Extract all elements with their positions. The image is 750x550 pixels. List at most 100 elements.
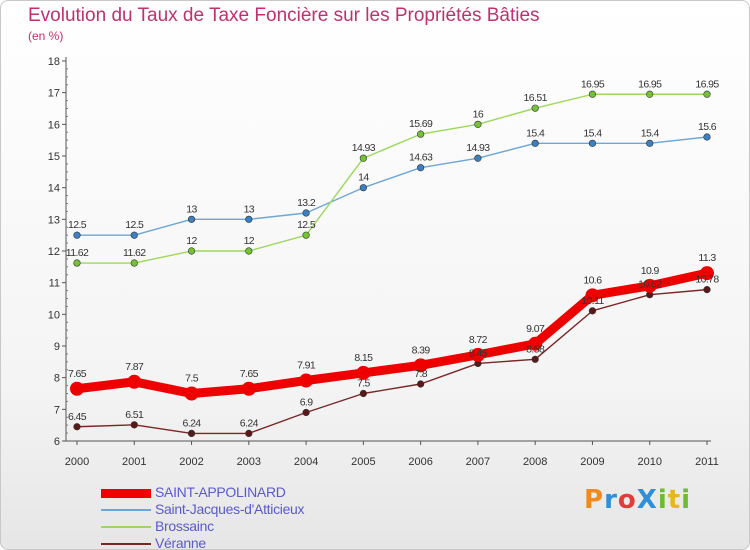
data-point-veranne: [245, 429, 253, 438]
data-label-veranne: 6.24: [240, 417, 259, 429]
data-label-veranne: 6.9: [300, 397, 314, 409]
y-tick-label: 16: [48, 119, 60, 131]
data-point-brossainc: [474, 120, 482, 128]
data-label-brossainc: 16.51: [524, 92, 548, 104]
y-tick-label: 9: [54, 341, 60, 353]
data-label-saint-jacques: 15.6: [698, 121, 717, 133]
x-tick-label: 2009: [580, 456, 604, 468]
legend-label: Saint-Jacques-d'Atticieux: [155, 501, 305, 517]
data-label-veranne: 10.78: [695, 274, 719, 286]
data-label-veranne: 10.11: [581, 295, 604, 307]
x-tick-label: 2007: [466, 456, 490, 468]
x-tick-label: 2008: [523, 456, 547, 468]
data-point-veranne: [531, 355, 539, 363]
data-point-brossainc: [646, 90, 654, 98]
series-line-saint-appolinard: [72, 268, 712, 398]
data-label-veranne: 8.58: [526, 343, 545, 355]
y-tick-label: 14: [48, 183, 60, 195]
logo-letter: P: [584, 485, 605, 515]
data-label-saint-appolinard: 8.15: [354, 352, 373, 364]
series-line-veranne: [76, 288, 708, 435]
legend-swatch: [101, 488, 151, 498]
y-tick-label: 6: [54, 436, 60, 448]
data-label-saint-appolinard: 10.6: [583, 274, 602, 286]
data-label-saint-appolinard: 7.65: [68, 368, 87, 380]
data-label-brossainc: 14.93: [352, 142, 376, 154]
data-label-saint-jacques: 13: [244, 203, 255, 215]
data-label-saint-appolinard: 9.07: [526, 323, 545, 335]
data-point-saint-jacques: [531, 139, 539, 147]
data-label-saint-jacques: 14: [358, 172, 369, 184]
data-point-brossainc: [417, 130, 425, 138]
series-line-saint-jacques: [76, 136, 708, 236]
y-tick-label: 12: [48, 246, 60, 258]
logo-letter: o: [617, 485, 637, 515]
data-label-saint-jacques: 14.93: [466, 142, 490, 154]
data-point-saint-jacques: [588, 139, 597, 147]
y-tick-label: 17: [48, 88, 60, 100]
y-tick-label: 13: [48, 214, 60, 226]
chart-title: Evolution du Taux de Taxe Foncière sur l…: [28, 5, 540, 26]
logo-letter: i: [657, 485, 668, 515]
data-label-saint-appolinard: 7.91: [297, 360, 316, 372]
data-point-brossainc: [302, 231, 310, 239]
data-point-brossainc: [703, 90, 711, 98]
data-point-saint-appolinard: [585, 288, 600, 303]
data-point-brossainc: [359, 154, 367, 162]
series-saint-appolinard: [70, 266, 714, 401]
data-label-brossainc: 12: [244, 235, 255, 247]
data-point-veranne: [588, 307, 597, 315]
data-point-saint-appolinard: [528, 336, 543, 351]
data-point-saint-appolinard: [470, 347, 485, 362]
legend-label: Brossainc: [155, 518, 214, 534]
x-tick-label: 2011: [695, 456, 719, 468]
data-point-saint-jacques: [417, 164, 425, 172]
data-label-saint-jacques: 12.5: [68, 219, 87, 231]
data-label-saint-jacques: 13: [186, 203, 197, 215]
proxiti-logo: ProXiti: [584, 485, 691, 515]
data-point-saint-jacques: [245, 215, 253, 223]
data-point-veranne: [302, 408, 310, 417]
data-label-saint-jacques: 14.63: [409, 152, 433, 164]
data-point-saint-appolinard: [127, 374, 142, 389]
logo-letter: i: [681, 485, 692, 515]
data-point-saint-appolinard: [241, 381, 256, 396]
data-point-brossainc: [588, 90, 597, 98]
data-point-saint-jacques: [703, 133, 711, 141]
legend-label: SAINT-APPOLINARD: [155, 484, 286, 500]
data-point-saint-jacques: [302, 209, 310, 217]
data-point-saint-jacques: [130, 231, 138, 239]
data-point-saint-appolinard: [70, 381, 84, 396]
x-tick-label: 2000: [65, 456, 89, 468]
data-label-veranne: 10.62: [638, 279, 662, 291]
y-tick-label: 8: [54, 373, 60, 385]
data-label-saint-appolinard: 11.3: [698, 252, 716, 264]
x-tick-label: 2006: [408, 456, 432, 468]
legend-label: Véranne: [155, 535, 206, 550]
series-line-brossainc: [76, 93, 708, 264]
data-label-veranne: 6.45: [68, 411, 87, 423]
data-label-saint-jacques: 15.4: [583, 127, 602, 139]
data-point-veranne: [73, 423, 81, 431]
data-label-brossainc: 15.69: [409, 118, 433, 130]
data-label-saint-appolinard: 10.9: [641, 265, 660, 277]
data-point-brossainc: [531, 104, 539, 112]
y-tick-label: 15: [48, 151, 60, 163]
data-point-saint-jacques: [474, 154, 482, 162]
data-label-veranne: 8.45: [469, 347, 488, 359]
series-brossainc: [73, 90, 711, 267]
data-label-saint-jacques: 12.5: [125, 219, 144, 231]
data-point-veranne: [417, 380, 425, 388]
data-label-veranne: 7.5: [357, 378, 371, 390]
data-label-saint-jacques: 15.4: [641, 127, 660, 139]
data-point-brossainc: [187, 247, 196, 255]
data-point-saint-appolinard: [700, 266, 714, 281]
data-label-brossainc: 16.95: [695, 78, 719, 90]
data-label-saint-appolinard: 7.5: [185, 373, 199, 385]
legend-swatch: [101, 509, 151, 511]
data-label-brossainc: 12.5: [297, 219, 316, 231]
y-tick-label: 18: [48, 56, 60, 68]
data-point-saint-jacques: [73, 231, 81, 239]
data-label-brossainc: 11.62: [123, 247, 146, 259]
